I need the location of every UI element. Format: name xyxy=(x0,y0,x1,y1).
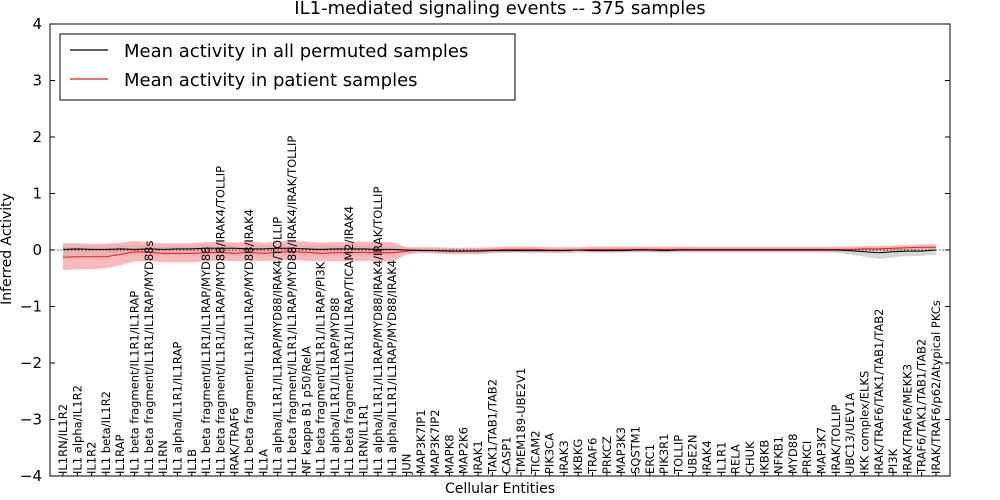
x-tick-label: TRAF6 xyxy=(586,438,600,475)
x-tick-label: PIK3R1 xyxy=(657,434,671,475)
x-tick-label: IL1 alpha/IL1R1/IL1RAP/MYD88 xyxy=(328,297,342,474)
y-tick-label: −3 xyxy=(20,411,42,429)
legend-label-permuted: Mean activity in all permuted samples xyxy=(124,41,468,62)
x-tick-label: IL1 beta fragment/IL1R1/IL1RAP/MYD88/IRA… xyxy=(242,209,256,474)
x-tick-label: IRAK/TOLLIP xyxy=(829,405,843,474)
x-tick-label: IL1 beta fragment/IL1R1/IL1RAP/PI3K xyxy=(314,261,328,474)
x-tick-label: TMEM189-UBE2V1 xyxy=(514,368,528,475)
x-tick-label: UBC13/UEV1A xyxy=(843,392,857,474)
legend: Mean activity in all permuted samples Me… xyxy=(59,33,516,101)
x-tick-label: TAK1/TAB1/TAB2 xyxy=(485,379,499,475)
x-tick-label: IRAK4 xyxy=(700,440,714,474)
permuted-series-line xyxy=(62,247,937,254)
x-tick-label: MAP3K3 xyxy=(614,427,628,474)
x-tick-label: IL1 beta fragment/IL1R1/IL1RAP/MYD88s xyxy=(142,241,156,474)
x-tick-label: PI3K xyxy=(886,448,900,474)
x-tick-label: IL1RN/IL1R1 xyxy=(357,404,371,474)
x-tick-label: IL1B xyxy=(185,449,199,474)
x-tick-label: MAP2K6 xyxy=(457,427,471,474)
legend-label-patient: Mean activity in patient samples xyxy=(124,70,418,91)
x-tick-label: PRKCZ xyxy=(600,436,614,474)
x-tick-label: IL1 beta/IL1R2 xyxy=(99,391,113,474)
x-tick-label: TICAM2 xyxy=(528,430,542,475)
patient-series-line xyxy=(62,246,936,258)
x-tick-label: JUN xyxy=(400,454,414,475)
x-tick-label: CASP1 xyxy=(500,437,514,474)
x-tick-label: CHUK xyxy=(743,441,757,474)
x-tick-label: IKK complex/ELKS xyxy=(857,371,871,474)
chart-title: IL1-mediated signaling events -- 375 sam… xyxy=(294,0,705,19)
x-tick-label: IL1RN/IL1R2 xyxy=(56,404,70,474)
x-tick-label: TRAF6/TAK1/TAB1/TAB2 xyxy=(915,339,929,475)
x-tick-label: ERC1 xyxy=(643,444,657,474)
x-tick-label: IRAK/TRAF6/p62/Atypical PKCs xyxy=(929,300,943,474)
x-tick-label: IL1 alpha/IL1R1/IL1RAP/MYD88/IRAK4/IRAK/… xyxy=(371,187,385,474)
x-tick-label: IKBKB xyxy=(757,440,771,474)
x-tick-label: SQSTM1 xyxy=(629,426,643,474)
x-tick-label: MAP3K7IP1 xyxy=(414,409,428,474)
x-tick-label: IL1 alpha/IL1R1/IL1RAP/MYD88/IRAK4 xyxy=(385,260,399,474)
x-tick-label: IRAK/TRAF6 xyxy=(228,407,242,474)
x-axis-label: Cellular Entities xyxy=(445,481,555,497)
x-tick-label: IL1 beta fragment/IL1R1/IL1RAP/MYD88 xyxy=(199,247,213,474)
x-tick-label: IL1 alpha/IL1R1/IL1RAP xyxy=(171,342,185,474)
x-tick-label: IL1 beta fragment/IL1R1/IL1RAP/TICAM2/IR… xyxy=(342,206,356,474)
y-tick-label: 3 xyxy=(32,72,42,90)
x-tick-label: NF kappa B1 p50/RelA xyxy=(299,346,313,474)
x-tick-label: IL1 beta fragment/IL1R1/IL1RAP xyxy=(128,291,142,474)
y-tick-label: 1 xyxy=(32,185,42,203)
patient-band xyxy=(63,241,936,271)
x-tick-label: IL1 alpha/IL1R2 xyxy=(70,385,84,474)
x-tick-label: PRKCI xyxy=(800,441,814,474)
y-tick-label: −4 xyxy=(20,467,42,485)
x-tick-label: RELA xyxy=(729,444,743,474)
x-tick-label: IL1R1 xyxy=(714,442,728,474)
x-tick-label: IRAK/TRAF6/TAK1/TAB1/TAB2 xyxy=(872,309,886,474)
x-tick-label: IL1R2 xyxy=(85,442,99,474)
x-tick-label: NFKB1 xyxy=(772,436,786,474)
x-tick-label: UBE2N xyxy=(686,435,700,475)
x-tick-label: IL1RAP xyxy=(113,434,127,474)
x-tick-label: IL1 alpha/IL1R1/IL1RAP/MYD88/IRAK4/TOLLI… xyxy=(271,217,285,474)
x-tick-label: IL1RN xyxy=(156,440,170,474)
y-axis-label: Inferred Activity xyxy=(0,193,15,305)
x-tick-label: IL1 beta fragment/IL1R1/IL1RAP/MYD88/IRA… xyxy=(285,136,299,474)
x-tick-label: IRAK/TRAF6/MEKK3 xyxy=(900,364,914,474)
y-tick-label: −1 xyxy=(20,298,42,316)
y-tick-label: −2 xyxy=(20,354,42,372)
x-tick-label: IKBKG xyxy=(571,439,585,474)
y-tick-label: 4 xyxy=(32,15,42,33)
y-tick-label: 2 xyxy=(32,128,42,146)
x-tick-label: MAP3K7IP2 xyxy=(428,409,442,474)
x-tick-label: IL1A xyxy=(256,449,270,474)
x-tick-label: PIK3CA xyxy=(543,433,557,474)
x-tick-label: MAPK8 xyxy=(442,434,456,474)
y-tick-label: 0 xyxy=(32,241,42,259)
x-tick-label: IL1 beta fragment/IL1R1/IL1RAP/MYD88/IRA… xyxy=(213,166,227,474)
x-tick-label: TOLLIP xyxy=(671,435,685,475)
x-tick-label: MAP3K7 xyxy=(815,427,829,474)
x-tick-label: IRAK3 xyxy=(557,440,571,474)
x-tick-label: IRAK1 xyxy=(471,440,485,474)
legend-frame xyxy=(59,33,516,101)
x-tick-label: MYD88 xyxy=(786,434,800,474)
